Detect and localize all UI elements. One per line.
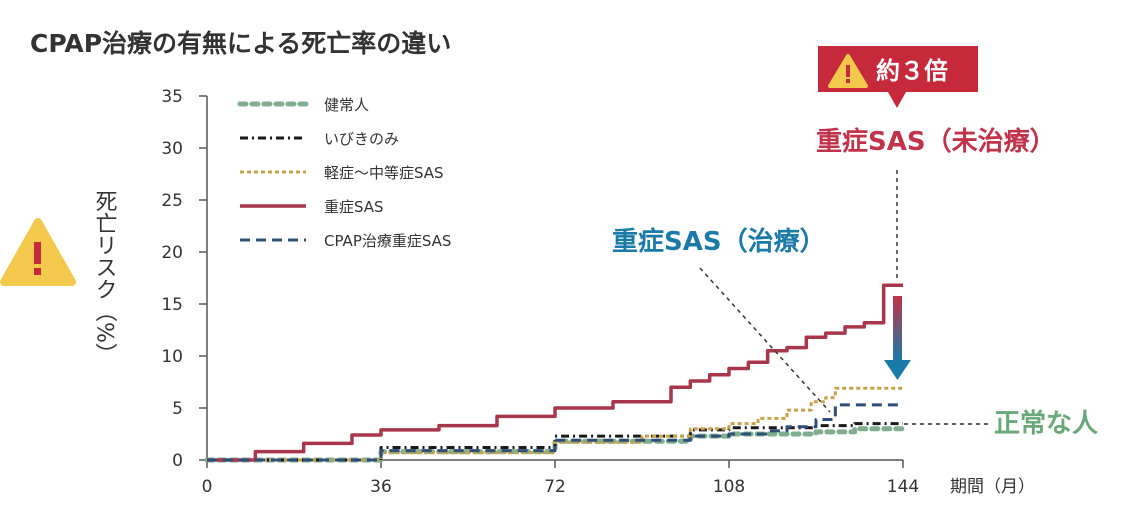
y-tick-label: 0 xyxy=(172,451,183,471)
x-tick-label: 72 xyxy=(544,477,566,497)
y-tick-label: 15 xyxy=(161,295,183,315)
annotation-normal: 正常な人 xyxy=(994,409,1098,439)
legend-label: 健常人 xyxy=(324,96,369,114)
y-tick-label: 20 xyxy=(161,243,183,263)
legend-label: いびきのみ xyxy=(324,130,399,148)
series-line-3 xyxy=(207,283,903,462)
legend-label: 軽症〜中等症SAS xyxy=(324,164,444,182)
chart-title: CPAP治療の有無による死亡率の違い xyxy=(30,29,451,58)
x-tick-label: 36 xyxy=(370,477,392,497)
x-axis-label: 期間（月） xyxy=(950,477,1035,497)
y-tick-label: 5 xyxy=(172,399,183,419)
y-tick-label: 35 xyxy=(161,87,183,107)
series-layer xyxy=(204,283,906,463)
axes: 0 5 10 15 20 25 30 35 0 36 72 108 144 xyxy=(161,87,919,497)
leader-line-treated xyxy=(699,267,831,413)
warning-icon xyxy=(0,218,76,286)
warning-badge-icon xyxy=(828,54,868,88)
legend-label: CPAP治療重症SAS xyxy=(324,232,451,250)
y-tick-label: 10 xyxy=(161,347,183,367)
x-tick-label: 0 xyxy=(202,477,213,497)
y-tick-label: 30 xyxy=(161,139,183,159)
x-tick-label: 108 xyxy=(713,477,745,497)
ratio-badge: 約３倍 xyxy=(818,46,978,108)
reduction-arrow xyxy=(884,296,911,380)
x-tick-label: 144 xyxy=(887,477,919,497)
legend-label: 重症SAS xyxy=(324,198,384,216)
y-axis-label: 死亡リスク（%） xyxy=(92,190,118,365)
ratio-badge-label: 約３倍 xyxy=(876,57,948,85)
annotation-severe-untreated: 重症SAS（未治療） xyxy=(816,126,1056,157)
y-tick-label: 25 xyxy=(161,191,183,211)
annotation-severe-treated: 重症SAS（治療） xyxy=(612,226,826,257)
series-line-4 xyxy=(207,403,903,462)
